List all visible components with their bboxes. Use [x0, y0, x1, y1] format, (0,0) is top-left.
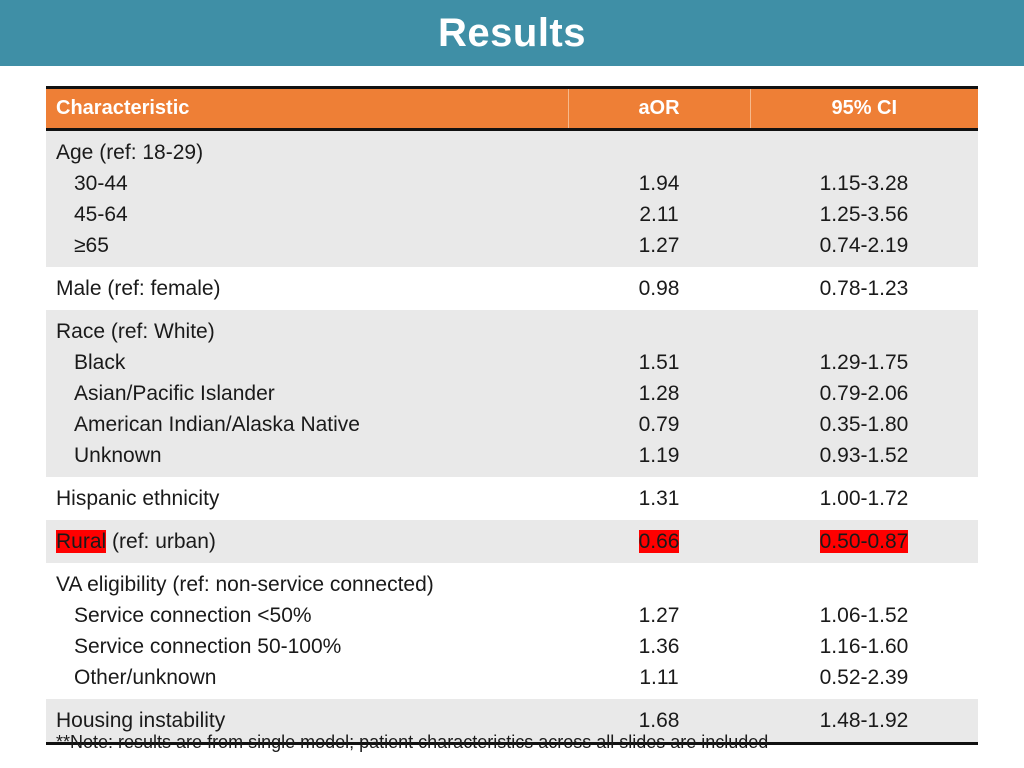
ci-value: 1.25-3.56: [819, 203, 909, 226]
row-label: Asian/Pacific Islander: [74, 382, 275, 405]
ci-value: 0.52-2.39: [819, 666, 909, 689]
row-label: Male (ref: female): [56, 277, 221, 300]
table-row-hispanic: Hispanic ethnicity 1.31 1.00-1.72: [46, 477, 978, 520]
ci-cell: 0.78-1.23: [750, 267, 978, 310]
table-row-male: Male (ref: female) 0.98 0.78-1.23: [46, 267, 978, 310]
row-label: Service connection 50-100%: [74, 635, 342, 658]
ci-value: 0.35-1.80: [819, 413, 909, 436]
ci-value: 1.16-1.60: [819, 635, 909, 658]
page-title: Results: [438, 10, 586, 55]
title-bar: Results: [0, 0, 1024, 66]
aor-value: 1.94: [638, 172, 680, 195]
ci-value: 0.74-2.19: [819, 234, 909, 257]
header-aor: aOR: [568, 87, 751, 130]
aor-cell: 0.66: [568, 520, 750, 563]
characteristic-cell: Male (ref: female): [46, 267, 568, 310]
footnote: **Note: results are from single model; p…: [56, 732, 769, 752]
aor-value: 1.19: [638, 444, 680, 467]
table-row-va-eligibility: VA eligibility (ref: non-service connect…: [46, 563, 978, 699]
characteristic-cell: Race (ref: White) Black Asian/Pacific Is…: [46, 310, 568, 477]
characteristic-cell: Housing instability: [46, 699, 568, 744]
ci-cell: 1.48-1.92: [750, 699, 978, 744]
characteristic-cell: Age (ref: 18-29) 30-44 45-64 ≥65: [46, 130, 568, 268]
aor-value-highlighted: 0.66: [638, 530, 680, 553]
header-characteristic: Characteristic: [46, 87, 569, 130]
row-label: Service connection <50%: [74, 604, 312, 627]
ci-value: 1.06-1.52: [819, 604, 909, 627]
ci-cell: . 1.29-1.75 0.79-2.06 0.35-1.80 0.93-1.5…: [750, 310, 978, 477]
ci-value: 0.78-1.23: [819, 277, 909, 300]
aor-value: 1.27: [638, 234, 680, 257]
group-label: Race (ref: White): [56, 320, 215, 343]
row-label: 45-64: [74, 203, 128, 226]
characteristic-cell: Hispanic ethnicity: [46, 477, 568, 520]
characteristic-cell: Rural (ref: urban): [46, 520, 568, 563]
aor-value: 0.79: [638, 413, 680, 436]
aor-value: 1.11: [639, 666, 679, 689]
row-label: American Indian/Alaska Native: [74, 413, 360, 436]
ci-value: 0.93-1.52: [819, 444, 909, 467]
ci-value: 1.00-1.72: [819, 487, 909, 510]
aor-cell: . 1.94 2.11 1.27: [568, 130, 750, 268]
ci-value-highlighted: 0.50-0.87: [819, 530, 909, 553]
aor-cell: . 1.51 1.28 0.79 1.19: [568, 310, 750, 477]
aor-value: 1.27: [638, 604, 680, 627]
row-label: Rural (ref: urban): [56, 526, 558, 557]
ci-value: 1.29-1.75: [819, 351, 909, 374]
highlighted-label: Rural: [56, 530, 107, 553]
aor-cell: 1.31: [568, 477, 750, 520]
aor-value: 1.68: [638, 709, 680, 732]
group-label: VA eligibility (ref: non-service connect…: [56, 573, 434, 596]
aor-value: 1.28: [638, 382, 680, 405]
table-row-age: Age (ref: 18-29) 30-44 45-64 ≥65 . 1.94 …: [46, 129, 978, 268]
group-label: Age (ref: 18-29): [56, 141, 204, 164]
row-label: Hispanic ethnicity: [56, 487, 220, 510]
row-label: Black: [74, 351, 126, 374]
aor-value: 1.36: [638, 635, 680, 658]
table-row-rural: Rural (ref: urban) 0.66 0.50-0.87: [46, 520, 978, 563]
table-row-housing: Housing instability 1.68 1.48-1.92: [46, 699, 978, 744]
aor-cell: 0.98: [568, 267, 750, 310]
aor-cell: 1.68: [568, 699, 750, 744]
aor-value: 0.98: [638, 277, 680, 300]
row-label: Other/unknown: [74, 666, 217, 689]
aor-cell: . 1.27 1.36 1.11: [568, 563, 750, 699]
ci-value: 0.79-2.06: [819, 382, 909, 405]
label-rest: (ref: urban): [106, 530, 216, 553]
row-label: Unknown: [74, 444, 162, 467]
aor-value: 1.31: [638, 487, 680, 510]
ci-cell: 1.00-1.72: [750, 477, 978, 520]
row-label: Housing instability: [56, 709, 226, 732]
ci-value: 1.48-1.92: [819, 709, 909, 732]
aor-value: 2.11: [639, 203, 679, 226]
table-header-row: Characteristic aOR 95% CI: [46, 87, 978, 130]
row-label: ≥65: [74, 234, 109, 257]
ci-cell: . 1.06-1.52 1.16-1.60 0.52-2.39: [750, 563, 978, 699]
table-row-race: Race (ref: White) Black Asian/Pacific Is…: [46, 310, 978, 477]
results-table: Characteristic aOR 95% CI Age (ref: 18-2…: [46, 86, 978, 745]
characteristic-cell: VA eligibility (ref: non-service connect…: [46, 563, 568, 699]
ci-cell: 0.50-0.87: [750, 520, 978, 563]
header-ci: 95% CI: [831, 97, 898, 119]
row-label: 30-44: [74, 172, 128, 195]
ci-value: 1.15-3.28: [819, 172, 909, 195]
ci-cell: . 1.15-3.28 1.25-3.56 0.74-2.19: [750, 130, 978, 268]
aor-value: 1.51: [638, 351, 680, 374]
